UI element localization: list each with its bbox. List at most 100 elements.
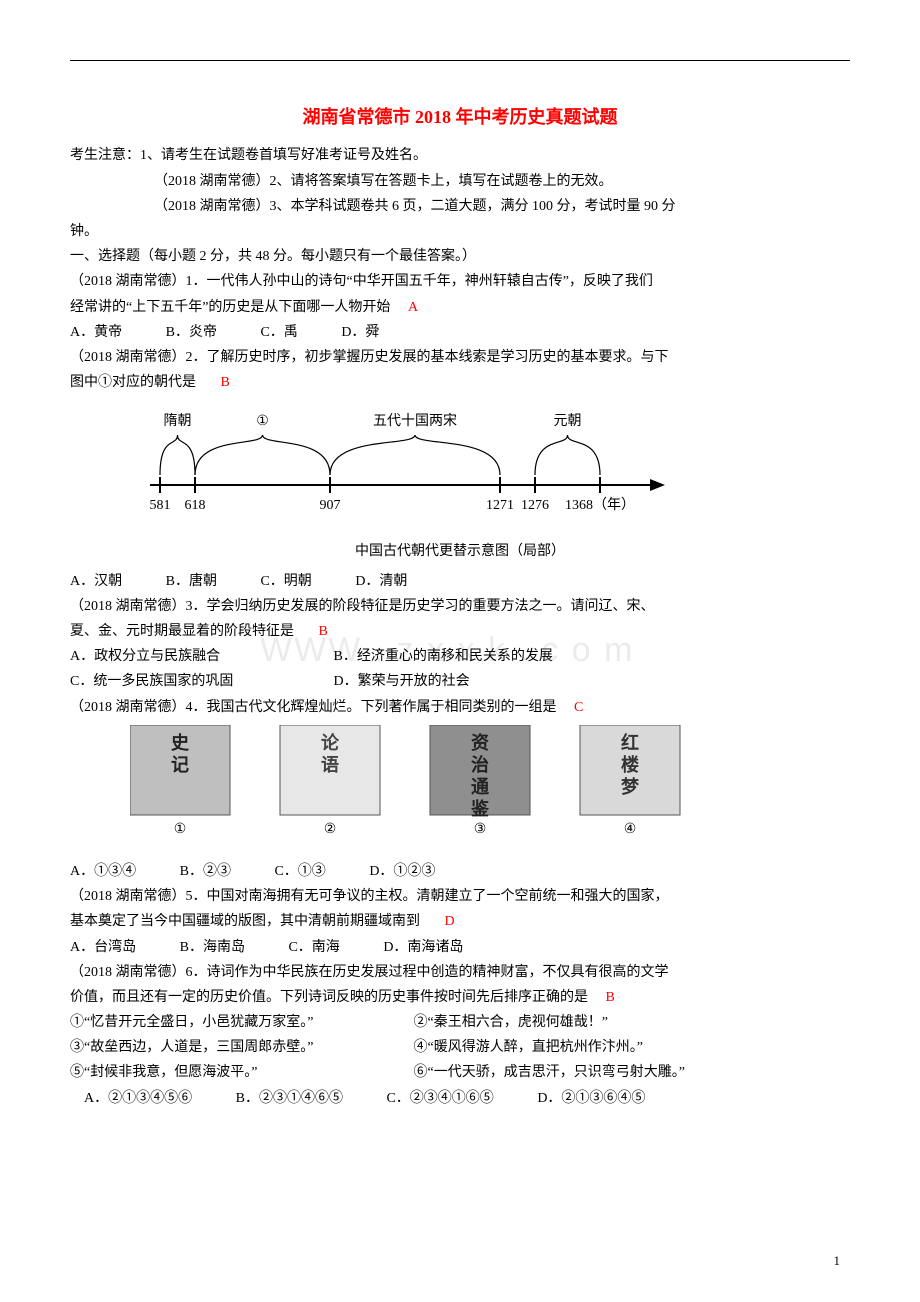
q4-opt-d: D．①②③ bbox=[369, 859, 435, 884]
svg-text:梦: 梦 bbox=[621, 776, 640, 797]
svg-text:元朝: 元朝 bbox=[554, 413, 582, 429]
q6-poem-1: ①“忆昔开元全盛日，小邑犹藏万家室。” bbox=[70, 1010, 410, 1035]
svg-text:1276: 1276 bbox=[521, 498, 549, 513]
q3-opt-c: C．统一多民族国家的巩固 bbox=[70, 669, 330, 694]
svg-text:五代十国两宋: 五代十国两宋 bbox=[373, 413, 457, 429]
section-1-heading: 一、选择题（每小题 2 分，共 48 分。每小题只有一个最佳答案。） bbox=[70, 244, 850, 269]
q3-stem-2: 夏、金、元时期最显着的阶段特征是 B bbox=[70, 619, 850, 644]
svg-text:618: 618 bbox=[185, 498, 206, 513]
svg-text:①: ① bbox=[174, 822, 187, 837]
q3-opt-b: B．经济重心的南移和民关系的发展 bbox=[334, 649, 553, 664]
q4-opt-a: A．①③④ bbox=[70, 859, 136, 884]
q1-stem-1: （2018 湖南常德）1．一代伟人孙中山的诗句“中华开国五千年，神州轩辕自古传”… bbox=[70, 269, 850, 294]
q3-stem-2-text: 夏、金、元时期最显着的阶段特征是 bbox=[70, 624, 294, 639]
q5-opt-b: B．海南岛 bbox=[180, 935, 245, 960]
q2-opt-b: B．唐朝 bbox=[166, 569, 217, 594]
q6-row2: ③“故垒西边，人道是，三国周郎赤壁。” ④“暖风得游人醉，直把杭州作汴州。” bbox=[70, 1035, 850, 1060]
q5-opt-a: A．台湾岛 bbox=[70, 935, 136, 960]
svg-text:③: ③ bbox=[474, 822, 487, 837]
exam-title: 湖南省常德市 2018 年中考历史真题试题 bbox=[70, 101, 850, 133]
svg-text:鉴: 鉴 bbox=[470, 798, 490, 819]
q6-poem-2: ②“秦王相六合，虎视何雄哉！” bbox=[414, 1015, 608, 1030]
q2-stem-2: 图中①对应的朝代是 B bbox=[70, 370, 850, 395]
q6-opt-a: A．②①③④⑤⑥ bbox=[84, 1086, 192, 1111]
q6-options: A．②①③④⑤⑥ B．②③①④⑥⑤ C．②③④①⑥⑤ D．②①③⑥④⑤ bbox=[70, 1086, 850, 1111]
q6-poem-4: ④“暖风得游人醉，直把杭州作汴州。” bbox=[414, 1040, 643, 1055]
svg-text:记: 记 bbox=[171, 755, 189, 775]
svg-text:907: 907 bbox=[320, 498, 341, 513]
svg-text:楼: 楼 bbox=[621, 754, 639, 775]
q4-opt-c: C．①③ bbox=[274, 859, 325, 884]
q6-row1: ①“忆昔开元全盛日，小邑犹藏万家室。” ②“秦王相六合，虎视何雄哉！” bbox=[70, 1010, 850, 1035]
q2-stem-1: （2018 湖南常德）2．了解历史时序，初步掌握历史发展的基本线索是学习历史的基… bbox=[70, 345, 850, 370]
q1-stem-2-text: 经常讲的“上下五千年”的历史是从下面哪一人物开始 bbox=[70, 300, 390, 315]
q4-opt-b: B．②③ bbox=[180, 859, 231, 884]
svg-text:1271: 1271 bbox=[486, 498, 514, 513]
svg-text:④: ④ bbox=[624, 822, 637, 837]
q1-opt-d: D．舜 bbox=[341, 320, 379, 345]
q5-stem-1: （2018 湖南常德）5．中国对南海拥有无可争议的主权。清朝建立了一个空前统一和… bbox=[70, 884, 850, 909]
q6-poem-3: ③“故垒西边，人道是，三国周郎赤壁。” bbox=[70, 1035, 410, 1060]
svg-text:通: 通 bbox=[471, 777, 489, 797]
q1-opt-c: C．禹 bbox=[260, 320, 297, 345]
svg-text:1368（年）: 1368（年） bbox=[565, 497, 635, 513]
q2-answer: B bbox=[221, 375, 230, 390]
q2-opt-c: C．明朝 bbox=[260, 569, 311, 594]
notice-line-2: （2018 湖南常德）2、请将答案填写在答题卡上，填写在试题卷上的无效。 bbox=[70, 169, 850, 194]
notice-line-4: 钟。 bbox=[70, 219, 850, 244]
svg-text:资: 资 bbox=[471, 732, 489, 753]
q5-stem-2-text: 基本奠定了当今中国疆域的版图，其中清朝前期疆域南到 bbox=[70, 914, 420, 929]
q5-opt-c: C．南海 bbox=[288, 935, 339, 960]
q6-opt-c: C．②③④①⑥⑤ bbox=[386, 1086, 493, 1111]
q6-opt-d: D．②①③⑥④⑤ bbox=[537, 1086, 645, 1111]
q3-opt-d: D．繁荣与开放的社会 bbox=[334, 674, 470, 689]
q1-stem-2: 经常讲的“上下五千年”的历史是从下面哪一人物开始 A bbox=[70, 295, 850, 320]
q6-poem-6: ⑥“一代天骄，成吉思汗，只识弯弓射大雕。” bbox=[414, 1065, 685, 1080]
q1-answer: A bbox=[408, 300, 418, 315]
dynasty-timeline: 581 618 907 1271 1276 1368（年） 隋朝 ① 五代十国两宋 元朝 bbox=[130, 405, 850, 534]
timeline-caption: 中国古代朝代更替示意图（局部） bbox=[70, 539, 850, 564]
q4-stem-text: （2018 湖南常德）4．我国古代文化辉煌灿烂。下列著作属于相同类别的一组是 bbox=[70, 700, 557, 715]
q1-options: A．黄帝 B．炎帝 C．禹 D．舜 bbox=[70, 320, 850, 345]
q5-answer: D bbox=[445, 914, 455, 929]
books-svg: 史记①论语②资治通鉴③红楼梦④ bbox=[130, 725, 770, 845]
svg-text:隋朝: 隋朝 bbox=[164, 413, 192, 429]
q3-opts-row2: C．统一多民族国家的巩固 D．繁荣与开放的社会 bbox=[70, 669, 850, 694]
q2-opt-d: D．清朝 bbox=[355, 569, 407, 594]
page-number: 1 bbox=[834, 1249, 841, 1272]
q6-stem-1: （2018 湖南常德）6．诗词作为中华民族在历史发展过程中创造的精神财富，不仅具… bbox=[70, 960, 850, 985]
svg-text:②: ② bbox=[324, 822, 337, 837]
q6-row3: ⑤“封候非我意，但愿海波平。” ⑥“一代天骄，成吉思汗，只识弯弓射大雕。” bbox=[70, 1060, 850, 1085]
svg-text:581: 581 bbox=[150, 498, 171, 513]
book-thumbnails: 史记①论语②资治通鉴③红楼梦④ bbox=[130, 725, 850, 854]
svg-text:论: 论 bbox=[321, 732, 340, 753]
q2-options: A．汉朝 B．唐朝 C．明朝 D．清朝 bbox=[70, 569, 850, 594]
q1-opt-b: B．炎帝 bbox=[166, 320, 217, 345]
svg-text:红: 红 bbox=[621, 732, 639, 753]
q4-options: A．①③④ B．②③ C．①③ D．①②③ bbox=[70, 859, 850, 884]
q3-opts-row1: A．政权分立与民族融合 B．经济重心的南移和民关系的发展 bbox=[70, 644, 850, 669]
q5-stem-2: 基本奠定了当今中国疆域的版图，其中清朝前期疆域南到 D bbox=[70, 909, 850, 934]
svg-text:①: ① bbox=[256, 414, 269, 429]
q6-stem-2: 价值，而且还有一定的历史价值。下列诗词反映的历史事件按时间先后排序正确的是 B bbox=[70, 985, 850, 1010]
q3-answer: B bbox=[319, 624, 328, 639]
q3-opt-a: A．政权分立与民族融合 bbox=[70, 644, 330, 669]
q3-stem-1: （2018 湖南常德）3．学会归纳历史发展的阶段特征是历史学习的重要方法之一。请… bbox=[70, 594, 850, 619]
q6-stem-2-text: 价值，而且还有一定的历史价值。下列诗词反映的历史事件按时间先后排序正确的是 bbox=[70, 990, 588, 1005]
q2-opt-a: A．汉朝 bbox=[70, 569, 122, 594]
q6-opt-b: B．②③①④⑥⑤ bbox=[236, 1086, 343, 1111]
q4-stem: （2018 湖南常德）4．我国古代文化辉煌灿烂。下列著作属于相同类别的一组是 C bbox=[70, 695, 850, 720]
q2-stem-2-text: 图中①对应的朝代是 bbox=[70, 375, 196, 390]
q5-opt-d: D．南海诸岛 bbox=[383, 935, 463, 960]
notice-line-3: （2018 湖南常德）3、本学科试题卷共 6 页，二道大题，满分 100 分，考… bbox=[70, 194, 850, 219]
svg-text:治: 治 bbox=[471, 754, 489, 775]
notice-line-1: 考生注意：1、请考生在试题卷首填写好准考证号及姓名。 bbox=[70, 143, 850, 168]
q5-options: A．台湾岛 B．海南岛 C．南海 D．南海诸岛 bbox=[70, 935, 850, 960]
timeline-svg: 581 618 907 1271 1276 1368（年） 隋朝 ① 五代十国两宋 元朝 bbox=[130, 405, 690, 525]
q6-answer: B bbox=[606, 990, 615, 1005]
q1-opt-a: A．黄帝 bbox=[70, 320, 122, 345]
top-rule bbox=[70, 60, 850, 61]
svg-text:史: 史 bbox=[171, 732, 190, 753]
q4-answer: C bbox=[574, 700, 583, 715]
q6-poem-5: ⑤“封候非我意，但愿海波平。” bbox=[70, 1060, 410, 1085]
